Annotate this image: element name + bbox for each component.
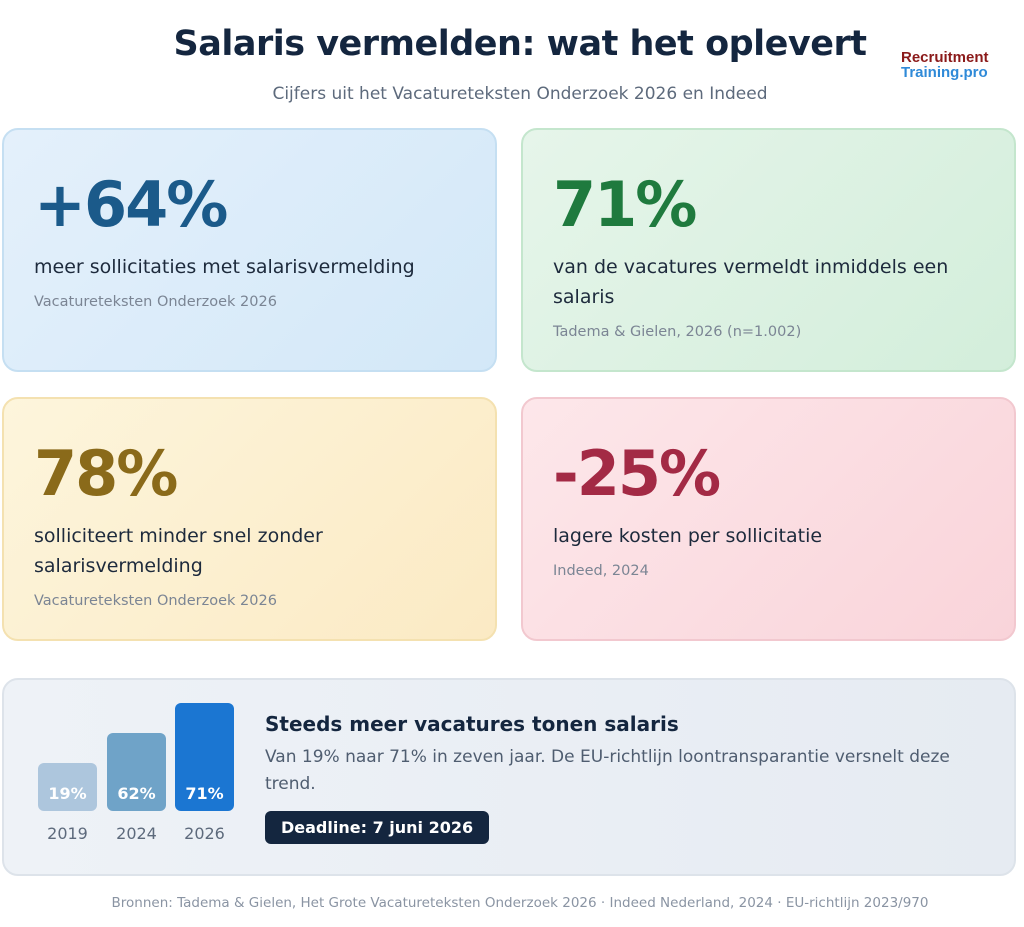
trend-panel: 19% 62% 71% 2019 2024 2026 Steeds meer v…	[2, 678, 1016, 876]
stat-source: Vacatureteksten Onderzoek 2026	[34, 294, 277, 310]
stat-value: +64%	[34, 168, 228, 241]
deadline-badge: Deadline: 7 juni 2026	[265, 811, 490, 844]
logo-line-1: Recruitment	[901, 49, 989, 66]
x-tick-2026: 2026	[184, 824, 225, 843]
logo-line-2: Training.pro	[901, 64, 988, 81]
page-title: Salaris vermelden: wat het oplevert	[173, 24, 867, 64]
x-tick-2019: 2019	[47, 824, 88, 843]
stat-card-costs: -25% lagere kosten per sollicitatie Inde…	[521, 397, 1016, 641]
sources-footer: Bronnen: Tadema & Gielen, Het Grote Vaca…	[111, 895, 929, 911]
stat-value: -25%	[553, 437, 721, 510]
bar-2026: 71%	[175, 703, 234, 811]
x-tick-2024: 2024	[116, 824, 157, 843]
stat-description: meer sollicitaties met salarisvermelding	[34, 256, 415, 278]
bar-2019: 19%	[38, 763, 97, 811]
stat-value: 78%	[34, 437, 178, 510]
stat-card-less-likely: 78% solliciteert minder snel zonder sala…	[2, 397, 497, 641]
bar-2024: 62%	[107, 733, 166, 811]
recruitment-training-logo: Recruitment Training.pro	[901, 50, 989, 80]
stat-value: 71%	[553, 168, 697, 241]
stat-source: Indeed, 2024	[553, 563, 649, 579]
trend-text: Van 19% naar 71% in zeven jaar. De EU-ri…	[265, 747, 950, 794]
page-subtitle: Cijfers uit het Vacatureteksten Onderzoe…	[272, 84, 768, 104]
stat-source: Vacatureteksten Onderzoek 2026	[34, 593, 277, 609]
stat-description: lagere kosten per sollicitatie	[553, 525, 823, 547]
stat-source: Tadema & Gielen, 2026 (n=1.002)	[553, 324, 802, 340]
stat-card-applications: +64% meer sollicitaties met salarisverme…	[2, 128, 497, 372]
trend-title: Steeds meer vacatures tonen salaris	[265, 712, 679, 736]
stat-card-salary-share: 71% van de vacatures vermeldt inmiddels …	[521, 128, 1016, 372]
stat-description: solliciteert minder snel zonder salarisv…	[34, 525, 323, 577]
stat-description: van de vacatures vermeldt inmiddels een …	[553, 256, 949, 308]
